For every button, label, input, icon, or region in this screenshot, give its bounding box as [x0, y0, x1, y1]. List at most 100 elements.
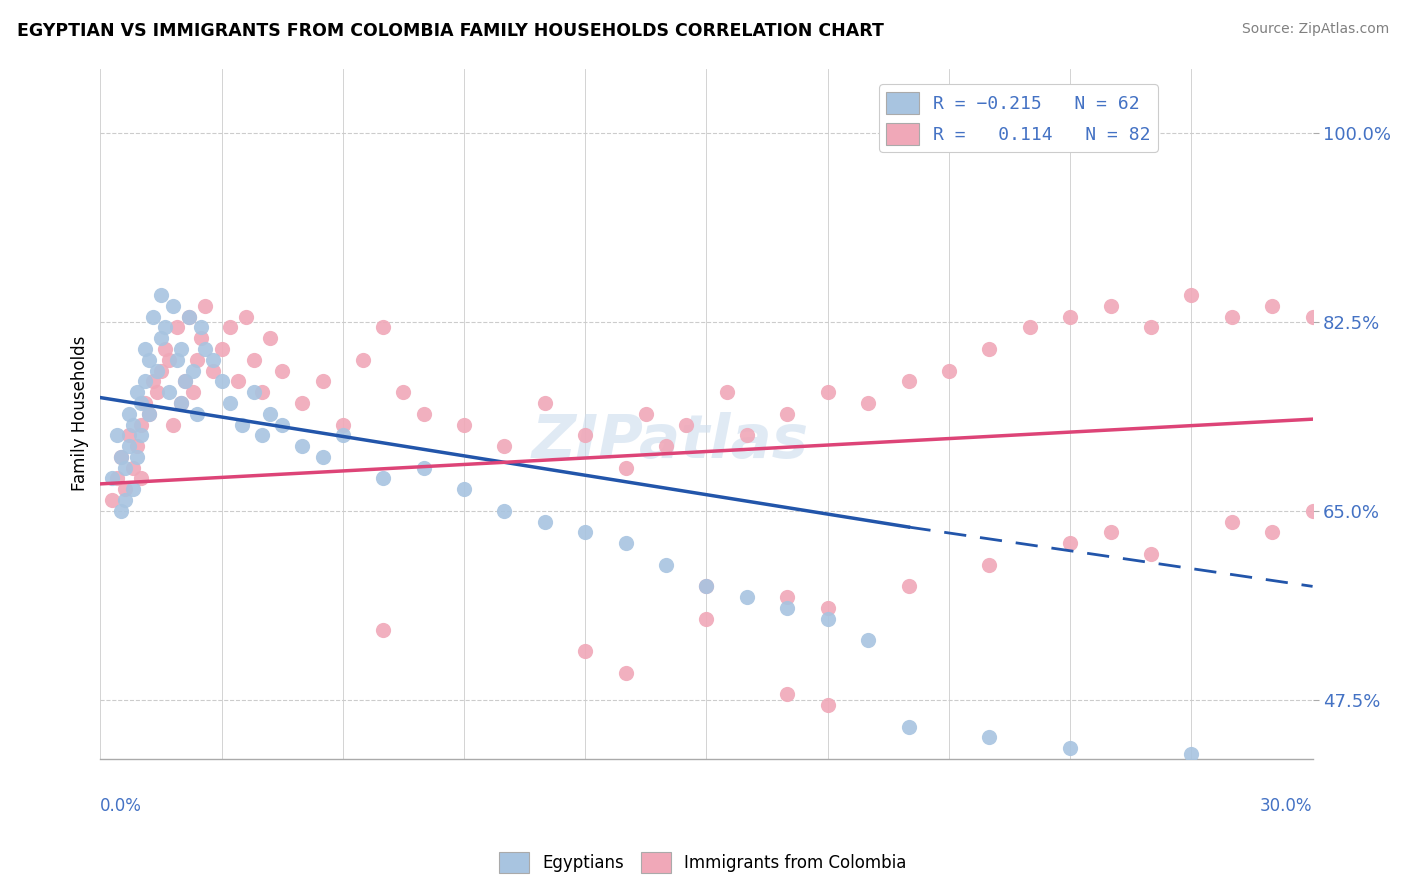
Point — [202, 352, 225, 367]
Point — [174, 375, 197, 389]
Point — [614, 665, 637, 680]
Point — [134, 342, 156, 356]
Point — [117, 407, 139, 421]
Legend: Egyptians, Immigrants from Colombia: Egyptians, Immigrants from Colombia — [492, 846, 914, 880]
Point — [614, 460, 637, 475]
Point — [194, 342, 217, 356]
Point — [776, 687, 799, 701]
Point — [817, 612, 839, 626]
Point — [817, 698, 839, 712]
Point — [202, 363, 225, 377]
Point — [134, 375, 156, 389]
Point — [105, 471, 128, 485]
Point — [534, 515, 557, 529]
Point — [162, 299, 184, 313]
Point — [125, 439, 148, 453]
Point — [614, 536, 637, 550]
Point — [938, 363, 960, 377]
Point — [138, 352, 160, 367]
Point — [190, 331, 212, 345]
Point — [1180, 747, 1202, 761]
Y-axis label: Family Households: Family Households — [72, 336, 89, 491]
Point — [250, 385, 273, 400]
Legend: R = −0.215   N = 62, R =   0.114   N = 82: R = −0.215 N = 62, R = 0.114 N = 82 — [879, 85, 1159, 152]
Point — [117, 428, 139, 442]
Point — [392, 385, 415, 400]
Point — [1220, 515, 1243, 529]
Point — [114, 460, 136, 475]
Point — [352, 352, 374, 367]
Point — [259, 407, 281, 421]
Point — [271, 363, 294, 377]
Point — [1140, 547, 1163, 561]
Point — [735, 428, 758, 442]
Point — [129, 471, 152, 485]
Point — [311, 450, 333, 464]
Point — [114, 493, 136, 508]
Point — [675, 417, 697, 432]
Point — [170, 396, 193, 410]
Text: ZIPatlas: ZIPatlas — [531, 412, 808, 471]
Point — [655, 439, 678, 453]
Point — [259, 331, 281, 345]
Point — [146, 363, 169, 377]
Point — [311, 375, 333, 389]
Point — [1261, 525, 1284, 540]
Text: 30.0%: 30.0% — [1260, 797, 1313, 814]
Point — [157, 352, 180, 367]
Point — [129, 396, 152, 410]
Point — [1099, 299, 1122, 313]
Point — [125, 450, 148, 464]
Text: EGYPTIAN VS IMMIGRANTS FROM COLOMBIA FAMILY HOUSEHOLDS CORRELATION CHART: EGYPTIAN VS IMMIGRANTS FROM COLOMBIA FAM… — [17, 22, 884, 40]
Point — [110, 450, 132, 464]
Point — [979, 342, 1001, 356]
Point — [170, 396, 193, 410]
Point — [776, 590, 799, 604]
Point — [634, 407, 657, 421]
Point — [817, 601, 839, 615]
Point — [138, 407, 160, 421]
Point — [735, 590, 758, 604]
Point — [412, 407, 434, 421]
Point — [250, 428, 273, 442]
Point — [897, 579, 920, 593]
Point — [1302, 310, 1324, 324]
Point — [494, 504, 516, 518]
Point — [194, 299, 217, 313]
Point — [291, 439, 314, 453]
Point — [166, 352, 188, 367]
Point — [134, 396, 156, 410]
Point — [218, 320, 240, 334]
Point — [121, 417, 143, 432]
Point — [453, 483, 475, 497]
Point — [218, 396, 240, 410]
Point — [695, 579, 717, 593]
Point — [117, 439, 139, 453]
Point — [125, 385, 148, 400]
Point — [179, 310, 201, 324]
Point — [776, 407, 799, 421]
Point — [817, 385, 839, 400]
Point — [105, 428, 128, 442]
Point — [121, 483, 143, 497]
Point — [170, 342, 193, 356]
Point — [655, 558, 678, 572]
Point — [979, 731, 1001, 745]
Point — [1220, 310, 1243, 324]
Point — [856, 633, 879, 648]
Point — [1059, 536, 1081, 550]
Point — [716, 385, 738, 400]
Point — [153, 320, 176, 334]
Point — [453, 417, 475, 432]
Point — [174, 375, 197, 389]
Point — [373, 471, 395, 485]
Point — [162, 417, 184, 432]
Point — [1261, 299, 1284, 313]
Point — [211, 375, 233, 389]
Point — [776, 601, 799, 615]
Point — [142, 375, 165, 389]
Point — [226, 375, 249, 389]
Point — [574, 525, 596, 540]
Point — [897, 720, 920, 734]
Point — [243, 352, 266, 367]
